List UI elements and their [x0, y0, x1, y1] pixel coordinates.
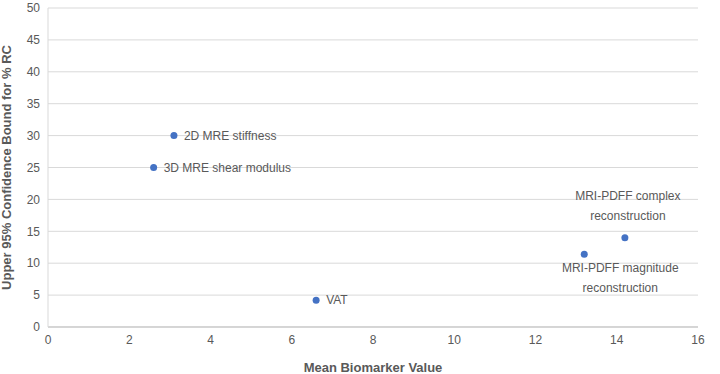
svg-text:10: 10: [27, 256, 41, 270]
svg-text:0: 0: [33, 320, 40, 334]
svg-text:6: 6: [288, 333, 295, 347]
svg-text:30: 30: [27, 129, 41, 143]
svg-text:2D MRE stiffness: 2D MRE stiffness: [184, 129, 276, 143]
svg-text:0: 0: [45, 333, 52, 347]
svg-text:Mean Biomarker Value: Mean Biomarker Value: [304, 360, 443, 374]
svg-text:4: 4: [207, 333, 214, 347]
svg-text:3D MRE shear modulus: 3D MRE shear modulus: [164, 161, 291, 175]
svg-text:MRI-PDFF magnitudereconstructi: MRI-PDFF magnitudereconstruction: [562, 261, 679, 295]
svg-text:50: 50: [27, 1, 41, 15]
svg-text:45: 45: [27, 33, 41, 47]
svg-text:8: 8: [370, 333, 377, 347]
svg-text:14: 14: [610, 333, 624, 347]
svg-text:MRI-PDFF complexreconstruction: MRI-PDFF complexreconstruction: [575, 189, 680, 223]
svg-text:40: 40: [27, 65, 41, 79]
svg-text:25: 25: [27, 161, 41, 175]
svg-text:12: 12: [529, 333, 543, 347]
svg-text:35: 35: [27, 97, 41, 111]
svg-text:5: 5: [33, 288, 40, 302]
svg-text:16: 16: [691, 333, 705, 347]
svg-text:15: 15: [27, 225, 41, 239]
svg-text:20: 20: [27, 193, 41, 207]
svg-text:2: 2: [126, 333, 133, 347]
svg-text:Upper 95% Confidence Bound for: Upper 95% Confidence Bound for % RC: [8, 44, 14, 289]
svg-text:VAT: VAT: [326, 293, 348, 307]
svg-text:10: 10: [448, 333, 462, 347]
